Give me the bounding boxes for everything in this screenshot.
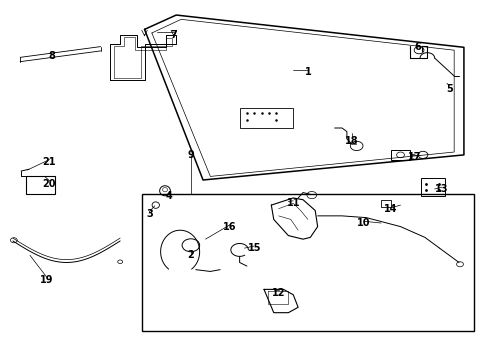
Text: 5: 5 [445,84,452,94]
Text: 21: 21 [42,157,56,167]
Text: 14: 14 [383,204,397,214]
Text: 19: 19 [40,275,54,285]
Text: 17: 17 [407,152,421,162]
Bar [380,201,390,207]
Text: 12: 12 [271,288,285,298]
Text: 8: 8 [48,51,55,61]
Text: 20: 20 [42,179,56,189]
Bar [239,108,293,128]
Text: 1: 1 [304,67,311,77]
Text: 11: 11 [286,198,300,208]
Text: 6: 6 [413,42,420,52]
Text: 10: 10 [357,218,370,228]
Text: 2: 2 [187,250,194,260]
Text: 18: 18 [344,136,358,145]
Text: 4: 4 [165,191,172,201]
Text: 16: 16 [223,222,236,231]
Text: 15: 15 [247,243,261,253]
Bar [142,194,473,330]
Text: 9: 9 [187,150,194,160]
Text: 13: 13 [434,184,448,194]
Bar [26,176,55,194]
Text: 3: 3 [146,209,152,219]
Bar [390,149,409,160]
Text: 7: 7 [170,30,177,40]
Bar [420,178,445,196]
